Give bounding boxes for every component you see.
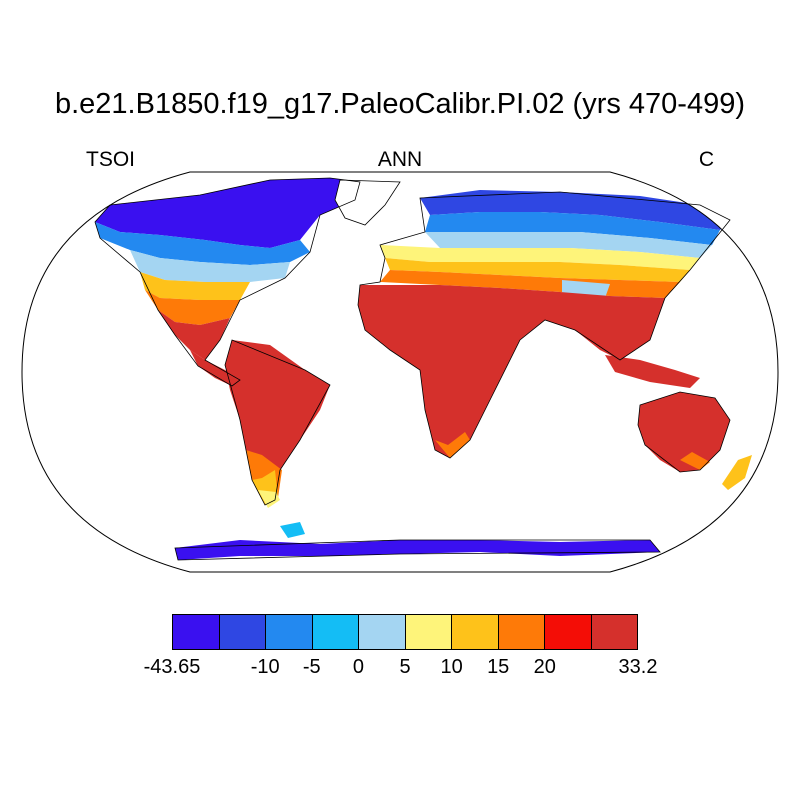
colorbar-swatch bbox=[219, 615, 266, 649]
colorbar-swatch bbox=[266, 615, 313, 649]
colorbar-swatch bbox=[498, 615, 545, 649]
colorbar-swatch bbox=[545, 615, 592, 649]
colorbar-tick-label: 33.2 bbox=[618, 656, 658, 678]
colorbar-tick-label: 0 bbox=[352, 656, 364, 678]
colorbar-swatch bbox=[312, 615, 359, 649]
colorbar-swatch bbox=[173, 615, 220, 649]
coastlines bbox=[94, 177, 731, 561]
colorbar-tick-label: 15 bbox=[487, 656, 510, 678]
colorbar-swatch bbox=[405, 615, 452, 649]
colorbar-tick-label: 5 bbox=[399, 656, 411, 678]
colorbar-swatch bbox=[359, 615, 406, 649]
colorbar-tick-label: -10 bbox=[250, 656, 280, 678]
colorbar-swatch bbox=[591, 615, 637, 649]
colorbar-tick-label: -5 bbox=[302, 656, 321, 678]
globe-outline bbox=[21, 171, 779, 573]
land-temperature-field bbox=[95, 176, 752, 560]
plot-title: b.e21.B1850.f19_g17.PaleoCalibr.PI.02 (y… bbox=[54, 88, 746, 120]
colorbar bbox=[172, 614, 638, 650]
colorbar-tick-label: 10 bbox=[440, 656, 463, 678]
units-label: C bbox=[698, 148, 714, 171]
variable-label: TSOI bbox=[86, 148, 136, 171]
season-label: ANN bbox=[377, 148, 423, 171]
colorbar-tick-label: 20 bbox=[533, 656, 556, 678]
colorbar-swatch bbox=[452, 615, 499, 649]
colorbar-tick-label: -43.65 bbox=[143, 656, 201, 678]
